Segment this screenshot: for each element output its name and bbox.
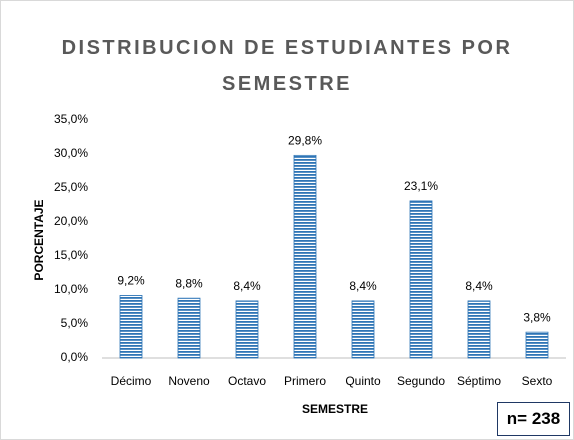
value-label: 8,4%	[465, 279, 493, 293]
x-tick-label: Noveno	[168, 374, 210, 388]
y-tick-label: 10,0%	[54, 282, 88, 296]
x-tick-label: Quinto	[345, 374, 381, 388]
y-tick-label: 25,0%	[54, 180, 88, 194]
x-tick-label: Octavo	[228, 374, 266, 388]
value-label: 8,8%	[175, 276, 203, 290]
bar	[177, 297, 201, 359]
value-label: 29,8%	[288, 134, 322, 148]
y-tick-label: 0,0%	[61, 350, 89, 364]
value-label: 23,1%	[404, 179, 438, 193]
y-tick-label: 20,0%	[54, 214, 88, 228]
bar	[467, 300, 491, 359]
x-tick-label: Segundo	[397, 374, 445, 388]
y-tick-label: 30,0%	[54, 146, 88, 160]
x-tick-label: Sexto	[522, 374, 553, 388]
bar	[119, 295, 143, 359]
value-label: 3,8%	[523, 310, 551, 324]
x-tick-label: Primero	[284, 374, 326, 388]
x-tick-label: Séptimo	[457, 374, 501, 388]
bar	[235, 300, 259, 359]
bar	[409, 200, 433, 359]
value-label: 9,2%	[117, 274, 145, 288]
bar	[351, 300, 375, 359]
y-tick-label: 5,0%	[61, 316, 89, 330]
bar	[525, 331, 549, 359]
y-tick-label: 35,0%	[54, 112, 88, 126]
x-axis-label: SEMESTRE	[302, 402, 368, 416]
annotation: n= 238	[497, 402, 570, 436]
x-tick-label: Décimo	[111, 374, 152, 388]
y-tick-label: 15,0%	[54, 248, 88, 262]
bar	[293, 154, 317, 359]
y-axis-label: PORCENTAJE	[32, 199, 46, 280]
value-label: 8,4%	[233, 279, 261, 293]
value-label: 8,4%	[349, 279, 377, 293]
chart-title: DISTRIBUCION DE ESTUDIANTES POR SEMESTRE	[61, 37, 513, 95]
